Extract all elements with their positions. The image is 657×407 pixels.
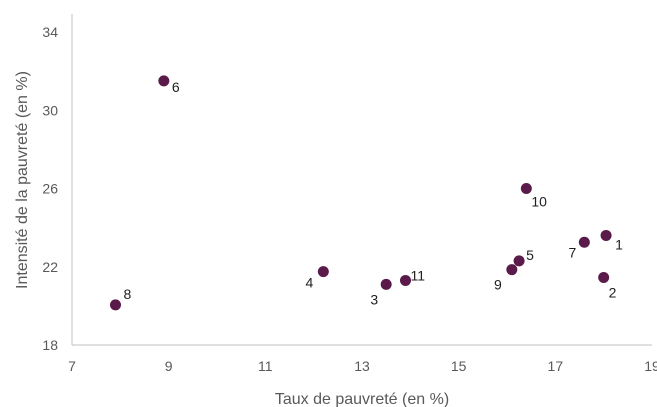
- x-tick-label: 13: [354, 358, 370, 374]
- data-points: [110, 75, 612, 311]
- y-axis-title: Intensité de la pauvreté (en %): [14, 71, 31, 289]
- x-tick-label: 15: [451, 358, 467, 374]
- x-axis-title: Taux de pauvreté (en %): [275, 391, 449, 407]
- data-point-label-6: 6: [172, 79, 180, 95]
- data-point-1: [600, 229, 612, 241]
- x-tick-label: 9: [165, 358, 173, 374]
- axes: [71, 14, 652, 346]
- data-point-label-8: 8: [124, 286, 132, 302]
- x-tick-label: 7: [68, 358, 76, 374]
- data-point-3: [380, 278, 392, 290]
- data-point-label-3: 3: [370, 291, 378, 307]
- data-point-11: [400, 274, 411, 286]
- data-point-8: [110, 299, 121, 311]
- data-point-label-7: 7: [569, 244, 577, 260]
- data-point-label-11: 11: [411, 267, 426, 283]
- data-point-label-9: 9: [494, 277, 502, 293]
- data-point-4: [317, 266, 329, 278]
- data-point-5: [513, 255, 525, 267]
- y-tick-label: 34: [42, 24, 58, 40]
- x-tick-label: 19: [644, 358, 657, 374]
- y-tick-labels: 18 22 26 30 34: [42, 24, 58, 353]
- data-point-label-5: 5: [526, 247, 534, 263]
- data-point-label-10: 10: [531, 194, 547, 210]
- data-point-label-4: 4: [306, 275, 314, 291]
- data-point-label-1: 1: [615, 236, 623, 252]
- y-tick-label: 30: [42, 102, 58, 118]
- data-point-labels: 1 2 3 4 5 6 7 8 9 10 11: [124, 79, 624, 307]
- data-point-7: [578, 236, 590, 248]
- y-tick-label: 22: [42, 259, 58, 275]
- data-point-2: [598, 272, 610, 284]
- y-tick-label: 26: [42, 181, 58, 197]
- data-point-10: [520, 183, 532, 194]
- data-point-9: [506, 264, 518, 276]
- x-tick-labels: 7 9 11 13 15 17 19: [68, 358, 657, 374]
- y-tick-label: 18: [42, 337, 58, 353]
- data-point-label-2: 2: [609, 285, 617, 301]
- x-tick-label: 17: [548, 358, 564, 374]
- data-point-6: [158, 75, 170, 87]
- x-tick-label: 11: [258, 358, 273, 374]
